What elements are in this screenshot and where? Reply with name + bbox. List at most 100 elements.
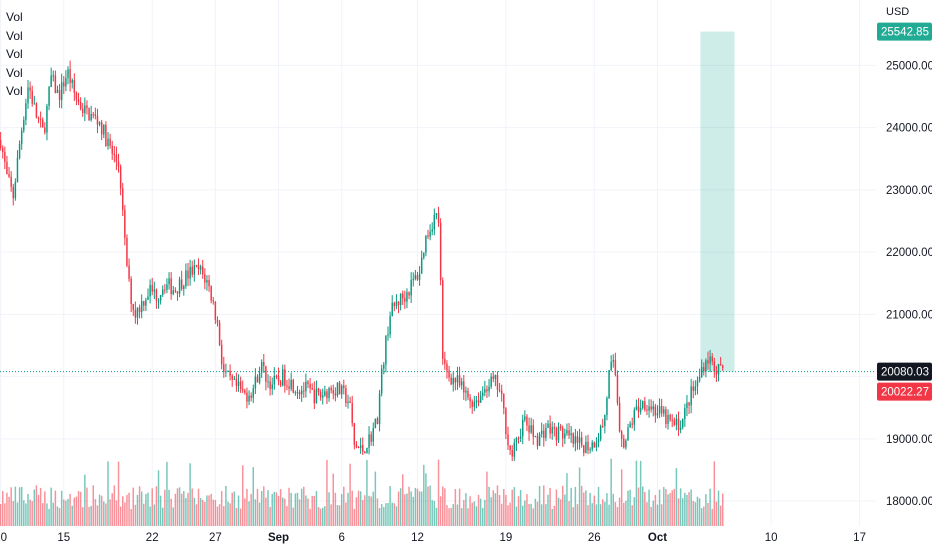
candle-body [271, 384, 273, 390]
volume-bar [446, 505, 448, 526]
candle-body [490, 376, 492, 387]
candle-body [528, 425, 530, 433]
candle-body [191, 266, 193, 275]
volume-bar [435, 507, 438, 526]
volume-bar [124, 502, 126, 526]
candle-body [553, 427, 556, 429]
candle-body [564, 433, 566, 439]
volume-bar [448, 508, 450, 526]
candle-body [606, 398, 608, 416]
volume-bar [439, 496, 442, 526]
volume-bar [684, 492, 686, 526]
volume-bar [717, 490, 720, 526]
volume-bar [29, 499, 31, 526]
candle-body [393, 302, 396, 307]
volume-bar [168, 489, 170, 526]
candle-body [73, 80, 76, 93]
legend-row-vol[interactable]: Vol [6, 47, 23, 61]
candle-body [486, 389, 488, 392]
candle-body [37, 117, 40, 120]
volume-bar [376, 498, 379, 526]
candle-body [273, 375, 276, 385]
volume-bar [460, 508, 463, 526]
y-tick-label: 22000.00 [886, 247, 932, 259]
candle-body [446, 363, 448, 371]
volume-bar [52, 502, 54, 526]
volume-bar [566, 473, 568, 526]
candle-body [60, 82, 63, 101]
price-axis[interactable]: 25000.00 24000.00 23000.00 22000.00 21000.00… [886, 60, 932, 508]
candle-body [507, 434, 509, 446]
volume-bar [423, 464, 425, 526]
y-tick-label: 21000.00 [886, 309, 932, 321]
candle-body [82, 108, 84, 114]
volume-bar [77, 491, 80, 526]
candle-body [202, 266, 204, 275]
volume-bar [667, 494, 669, 526]
legend-row-vol[interactable]: Vol [6, 10, 23, 24]
candle-body [355, 444, 358, 447]
candle-body [260, 362, 263, 373]
candle-body [435, 213, 438, 215]
volume-bar [254, 499, 257, 526]
volume-bar [2, 491, 4, 526]
volume-bar [227, 501, 229, 526]
candle-body [229, 370, 231, 376]
candle-body [397, 301, 400, 306]
candle-body [52, 75, 54, 77]
candle-body [686, 402, 688, 409]
candle-body [168, 278, 170, 285]
candle-body [372, 428, 374, 442]
candle-body [298, 392, 301, 395]
volume-bar [507, 505, 509, 526]
candle-body [625, 440, 627, 448]
volume-bar [315, 491, 318, 526]
volume-bar [625, 500, 627, 526]
volume-bar [562, 485, 564, 526]
currency-label[interactable]: USD [886, 6, 910, 18]
volume-bar [309, 508, 311, 526]
volume-bar [239, 508, 242, 526]
candle-body [599, 425, 602, 440]
candle-body [105, 124, 107, 146]
volume-bar [311, 495, 313, 526]
volume-bar [452, 504, 454, 526]
candle-body [48, 86, 50, 106]
candle-body [357, 446, 360, 449]
candle-body [404, 298, 406, 302]
candle-body [254, 376, 257, 389]
candle-body [705, 360, 707, 372]
time-axis[interactable]: 10 15 22 27 Sep 6 12 19 26 Oct 10 17 [0, 532, 866, 544]
volume-bar [686, 495, 688, 526]
legend-row-vol[interactable]: Vol [6, 28, 23, 43]
legend-row-vol[interactable]: Vol [6, 65, 23, 80]
volume-bar [477, 494, 480, 526]
legend-row-vol[interactable]: Vol [6, 84, 23, 98]
volume-bar [174, 493, 177, 526]
volume-bar [0, 503, 2, 526]
candle-body [498, 389, 501, 391]
volume-bar [58, 508, 61, 526]
candle-body [58, 89, 61, 101]
volume-bar [258, 502, 261, 526]
volume-bar [153, 504, 156, 526]
candle-body [682, 419, 684, 428]
volume-bar [385, 503, 387, 526]
volume-bar [383, 507, 385, 526]
volume-bar [397, 491, 400, 526]
volume-bar [570, 487, 572, 526]
volume-bar [631, 505, 633, 526]
candle-body [84, 105, 86, 114]
candle-body [656, 413, 659, 416]
volume-bar [20, 487, 23, 526]
volume-bar [553, 505, 556, 526]
volume-bar [242, 465, 244, 526]
volume-bar [75, 496, 78, 526]
volume-bar [705, 494, 707, 526]
candle-body [119, 166, 122, 189]
volume-bar [679, 488, 682, 526]
candle-body [620, 431, 623, 439]
x-tick-label: 26 [588, 532, 601, 544]
candle-body [16, 157, 19, 183]
